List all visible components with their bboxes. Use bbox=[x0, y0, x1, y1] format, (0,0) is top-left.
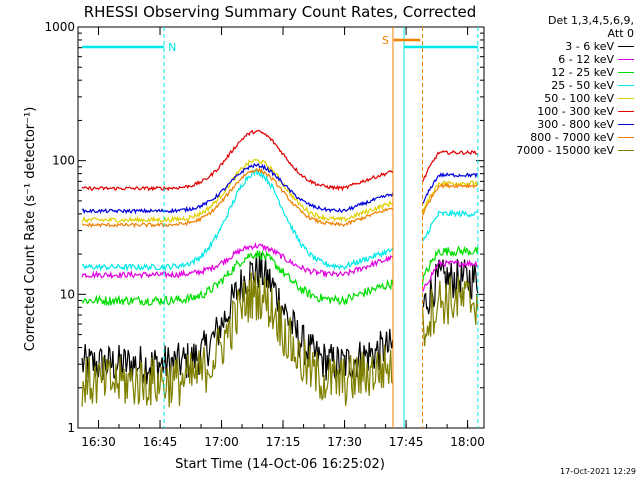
legend-attenuator-line: Att 0 bbox=[607, 27, 634, 40]
series-line bbox=[81, 169, 478, 273]
legend-item: 800 - 7000 keV bbox=[484, 131, 634, 144]
x-tick-label: 16:30 bbox=[81, 435, 116, 449]
legend-swatch bbox=[618, 59, 634, 60]
y-axis-label: Corrected Count Rate (s⁻¹ detector⁻¹) bbox=[23, 107, 38, 352]
series-line bbox=[81, 245, 479, 307]
y-tick-label: 10 bbox=[60, 287, 75, 301]
legend-swatch bbox=[618, 124, 634, 125]
series-line bbox=[81, 158, 479, 224]
legend-item: 50 - 100 keV bbox=[484, 92, 634, 105]
chart-title: RHESSI Observing Summary Count Rates, Co… bbox=[84, 3, 477, 21]
plot-frame bbox=[77, 26, 485, 429]
legend-item: 3 - 6 keV bbox=[484, 40, 634, 53]
legend-label: 50 - 100 keV bbox=[544, 92, 614, 105]
legend-label: 300 - 800 keV bbox=[537, 118, 614, 131]
saa-annotation-label: S bbox=[382, 34, 389, 47]
legend-swatch bbox=[618, 137, 634, 138]
series-group bbox=[81, 129, 479, 408]
legend-label: 3 - 6 keV bbox=[565, 40, 614, 53]
x-tick-label: 17:00 bbox=[204, 435, 239, 449]
night-annotation-label: N bbox=[168, 41, 176, 54]
x-tick-label: 17:15 bbox=[266, 435, 301, 449]
series-line bbox=[81, 241, 479, 293]
legend-label: 25 - 50 keV bbox=[551, 79, 614, 92]
x-axis-label: Start Time (14-Oct-06 16:25:02) bbox=[175, 457, 385, 472]
legend-label: 6 - 12 keV bbox=[558, 53, 614, 66]
x-tick-label: 18:00 bbox=[450, 435, 485, 449]
legend-label: 100 - 300 keV bbox=[537, 105, 614, 118]
legend-detector-line: Det 1,3,4,5,6,9, bbox=[547, 14, 634, 27]
series-line bbox=[81, 162, 478, 215]
legend-swatch bbox=[618, 72, 634, 73]
y-tick-label: 1 bbox=[67, 421, 75, 435]
legend-swatch bbox=[618, 150, 634, 151]
footer-timestamp: 17-Oct-2021 12:29 bbox=[560, 467, 636, 476]
legend-item: 6 - 12 keV bbox=[484, 53, 634, 66]
legend-item: 300 - 800 keV bbox=[484, 118, 634, 131]
legend-swatch bbox=[618, 46, 634, 47]
legend-item: 100 - 300 keV bbox=[484, 105, 634, 118]
legend-swatch bbox=[618, 85, 634, 86]
legend-item: 7000 - 15000 keV bbox=[484, 144, 634, 157]
x-tick-label: 17:45 bbox=[389, 435, 424, 449]
y-tick-label: 1000 bbox=[44, 20, 75, 34]
x-tick-label: 16:45 bbox=[143, 435, 178, 449]
legend-label: 12 - 25 keV bbox=[551, 66, 614, 79]
legend-item: 25 - 50 keV bbox=[484, 79, 634, 92]
series-line bbox=[81, 167, 479, 229]
series-line bbox=[81, 271, 479, 408]
y-tick-label: 100 bbox=[52, 154, 75, 168]
legend-swatch bbox=[618, 111, 634, 112]
plot-area: 1 10 100 1000 16:30 16:45 17:00 17:15 17:30 17:45… bbox=[44, 20, 484, 449]
legend-label: 800 - 7000 keV bbox=[530, 131, 614, 144]
legend-swatch bbox=[618, 98, 634, 99]
legend-label: 7000 - 15000 keV bbox=[516, 144, 614, 157]
x-tick-label: 17:30 bbox=[327, 435, 362, 449]
legend-item: 12 - 25 keV bbox=[484, 66, 634, 79]
series-line bbox=[81, 129, 478, 192]
legend: Det 1,3,4,5,6,9, Att 0 3 - 6 keV 6 - 12 k… bbox=[484, 14, 634, 157]
